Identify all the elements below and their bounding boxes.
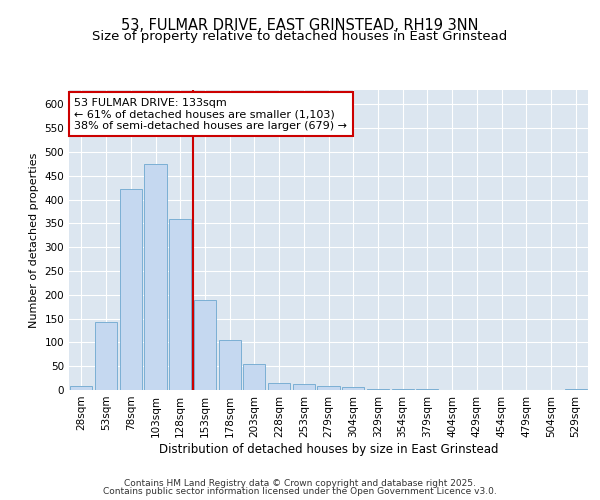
Bar bbox=[367, 388, 389, 390]
X-axis label: Distribution of detached houses by size in East Grinstead: Distribution of detached houses by size … bbox=[159, 442, 498, 456]
Y-axis label: Number of detached properties: Number of detached properties bbox=[29, 152, 39, 328]
Bar bbox=[70, 386, 92, 390]
Bar bbox=[392, 389, 414, 390]
Bar bbox=[145, 164, 167, 390]
Text: 53 FULMAR DRIVE: 133sqm
← 61% of detached houses are smaller (1,103)
38% of semi: 53 FULMAR DRIVE: 133sqm ← 61% of detache… bbox=[74, 98, 347, 130]
Bar bbox=[218, 340, 241, 390]
Bar bbox=[268, 384, 290, 390]
Bar bbox=[119, 189, 142, 390]
Bar bbox=[416, 389, 439, 390]
Text: Size of property relative to detached houses in East Grinstead: Size of property relative to detached ho… bbox=[92, 30, 508, 43]
Bar bbox=[565, 388, 587, 390]
Bar bbox=[243, 364, 265, 390]
Text: 53, FULMAR DRIVE, EAST GRINSTEAD, RH19 3NN: 53, FULMAR DRIVE, EAST GRINSTEAD, RH19 3… bbox=[121, 18, 479, 32]
Text: Contains public sector information licensed under the Open Government Licence v3: Contains public sector information licen… bbox=[103, 487, 497, 496]
Bar bbox=[342, 387, 364, 390]
Bar bbox=[317, 386, 340, 390]
Bar bbox=[95, 322, 117, 390]
Bar bbox=[293, 384, 315, 390]
Bar bbox=[194, 300, 216, 390]
Bar bbox=[169, 218, 191, 390]
Text: Contains HM Land Registry data © Crown copyright and database right 2025.: Contains HM Land Registry data © Crown c… bbox=[124, 478, 476, 488]
